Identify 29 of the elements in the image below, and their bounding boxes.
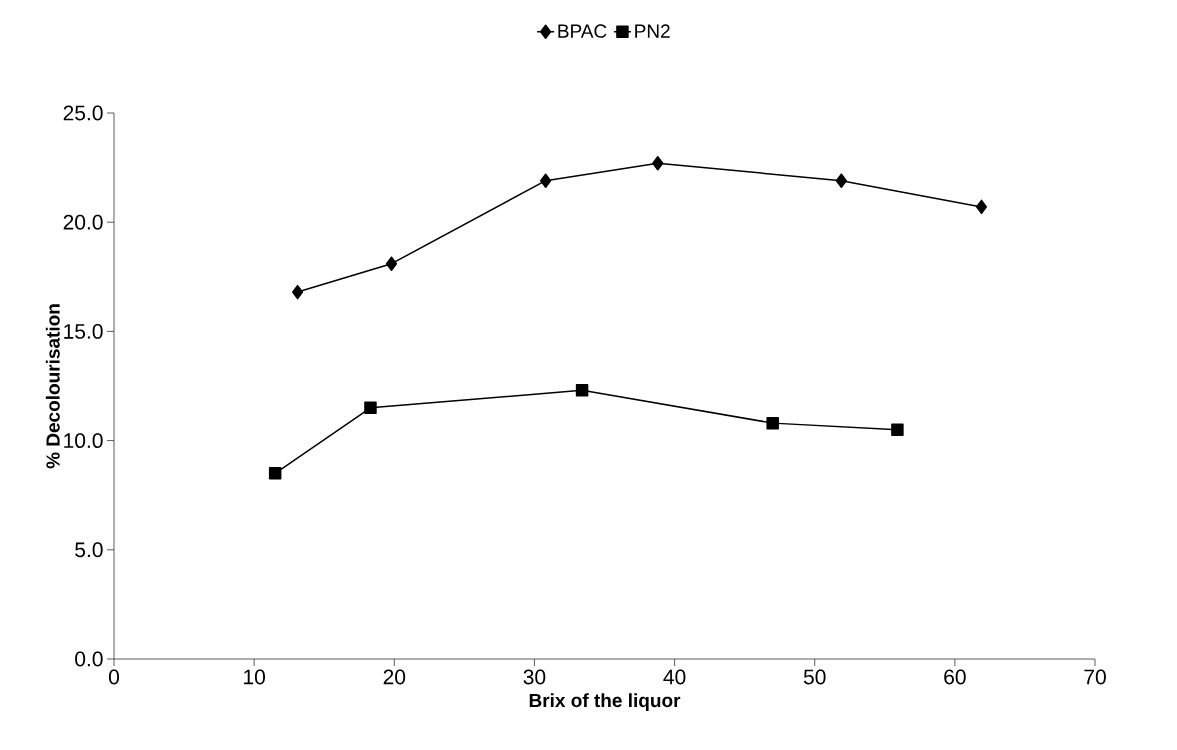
- legend-label: PN2: [635, 24, 670, 38]
- point: [268, 467, 282, 480]
- y-tick-label: 15.0: [64, 323, 103, 339]
- x-tick-label: 60: [944, 669, 966, 685]
- y-tick-label: 10.0: [64, 433, 103, 449]
- y-tick-label: 20.0: [63, 214, 103, 230]
- x-axis-title: Brix of the liquor: [529, 693, 681, 711]
- point: [891, 423, 904, 436]
- y-tick-label: 0.0: [75, 651, 103, 667]
- x-tick-label: 50: [803, 669, 826, 685]
- x-tick-label: 20: [383, 669, 406, 685]
- x-tick-label: 0: [108, 669, 120, 685]
- point: [835, 173, 847, 188]
- x-tick-label: 70: [1084, 669, 1106, 685]
- x-tick-label: 30: [523, 669, 546, 685]
- point: [575, 384, 589, 397]
- point: [364, 401, 377, 415]
- y-tick-label: 5.0: [75, 542, 103, 558]
- legend-label: BPAC: [558, 24, 607, 38]
- x-tick-label: 10: [244, 669, 265, 685]
- point: [385, 256, 398, 271]
- y-tick-label: 25.0: [63, 105, 103, 121]
- point: [652, 155, 664, 171]
- x-tick-label: 40: [663, 669, 686, 685]
- y-axis-title: % Decolourisation: [45, 304, 60, 469]
- point: [540, 173, 552, 188]
- point: [766, 416, 779, 430]
- point: [975, 199, 988, 215]
- point: [291, 284, 304, 300]
